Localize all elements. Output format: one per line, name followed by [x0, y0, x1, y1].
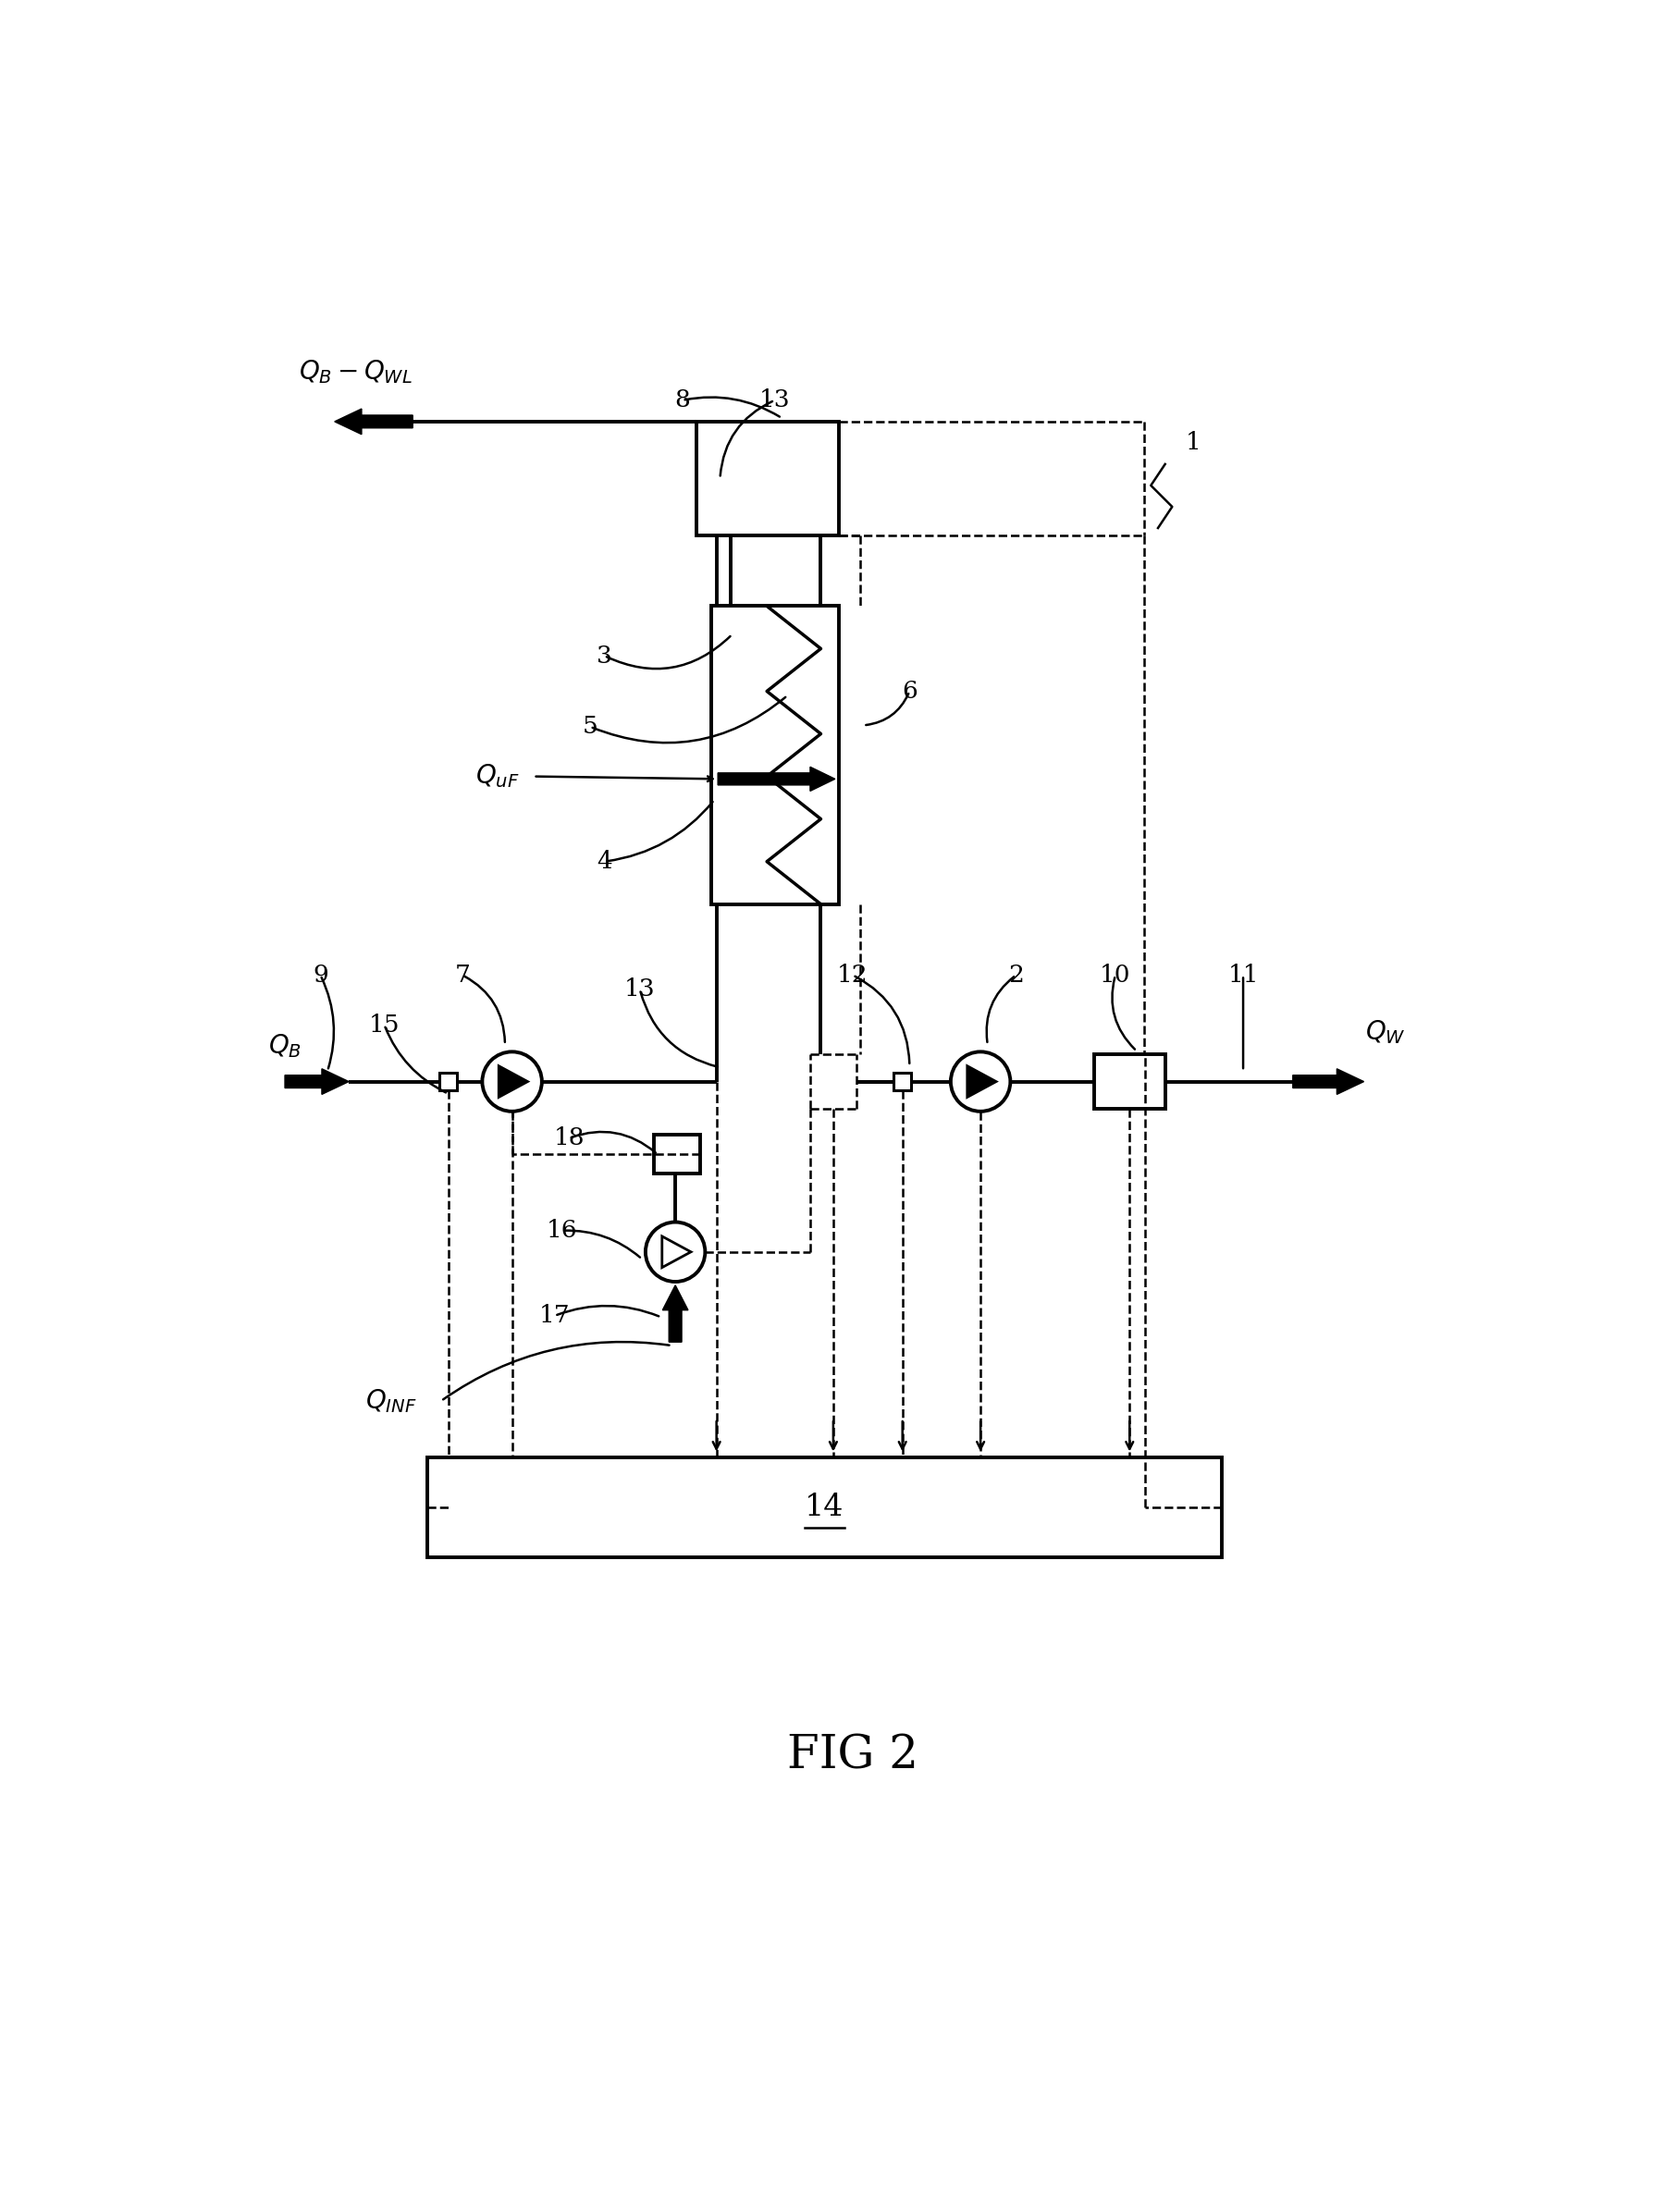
Text: 5: 5	[582, 714, 597, 739]
Text: 13: 13	[624, 978, 655, 1000]
Polygon shape	[717, 768, 835, 792]
Bar	[439, 1073, 456, 1091]
Text: 3: 3	[597, 644, 612, 668]
Text: $Q_B - Q_{WL}$: $Q_B - Q_{WL}$	[299, 358, 412, 385]
Text: $Q_{INF}$: $Q_{INF}$	[366, 1387, 417, 1416]
Text: 11: 11	[1227, 964, 1257, 987]
Text: 7: 7	[454, 964, 471, 987]
Bar	[697, 422, 838, 535]
Text: 6: 6	[901, 679, 916, 703]
Polygon shape	[499, 1066, 527, 1097]
Text: 2: 2	[1008, 964, 1023, 987]
Text: $Q_B$: $Q_B$	[268, 1033, 301, 1060]
Text: 18: 18	[554, 1126, 584, 1150]
Bar	[893, 1073, 910, 1091]
Text: 13: 13	[758, 389, 790, 411]
Text: 10: 10	[1099, 964, 1131, 987]
Text: 1: 1	[1186, 431, 1201, 453]
Circle shape	[482, 1051, 542, 1110]
Text: 4: 4	[597, 849, 612, 874]
Polygon shape	[334, 409, 412, 434]
Polygon shape	[662, 1285, 688, 1343]
Text: 9: 9	[313, 964, 328, 987]
Text: FIG 2: FIG 2	[787, 1732, 918, 1778]
Polygon shape	[284, 1068, 349, 1095]
Text: 8: 8	[674, 389, 690, 411]
Bar	[710, 606, 838, 905]
Polygon shape	[662, 1237, 690, 1267]
Text: $Q_W$: $Q_W$	[1364, 1018, 1405, 1046]
Text: 16: 16	[545, 1219, 577, 1243]
Polygon shape	[966, 1066, 996, 1097]
Polygon shape	[1292, 1068, 1364, 1095]
Text: $Q_{uF}$: $Q_{uF}$	[476, 763, 519, 790]
Text: 14: 14	[805, 1493, 843, 1522]
Bar	[654, 1135, 700, 1175]
Bar	[427, 1458, 1221, 1557]
Circle shape	[950, 1051, 1009, 1110]
Bar	[1094, 1055, 1164, 1108]
Circle shape	[645, 1221, 705, 1281]
Text: 17: 17	[539, 1305, 570, 1327]
Text: 12: 12	[836, 964, 868, 987]
Text: 15: 15	[369, 1013, 399, 1037]
